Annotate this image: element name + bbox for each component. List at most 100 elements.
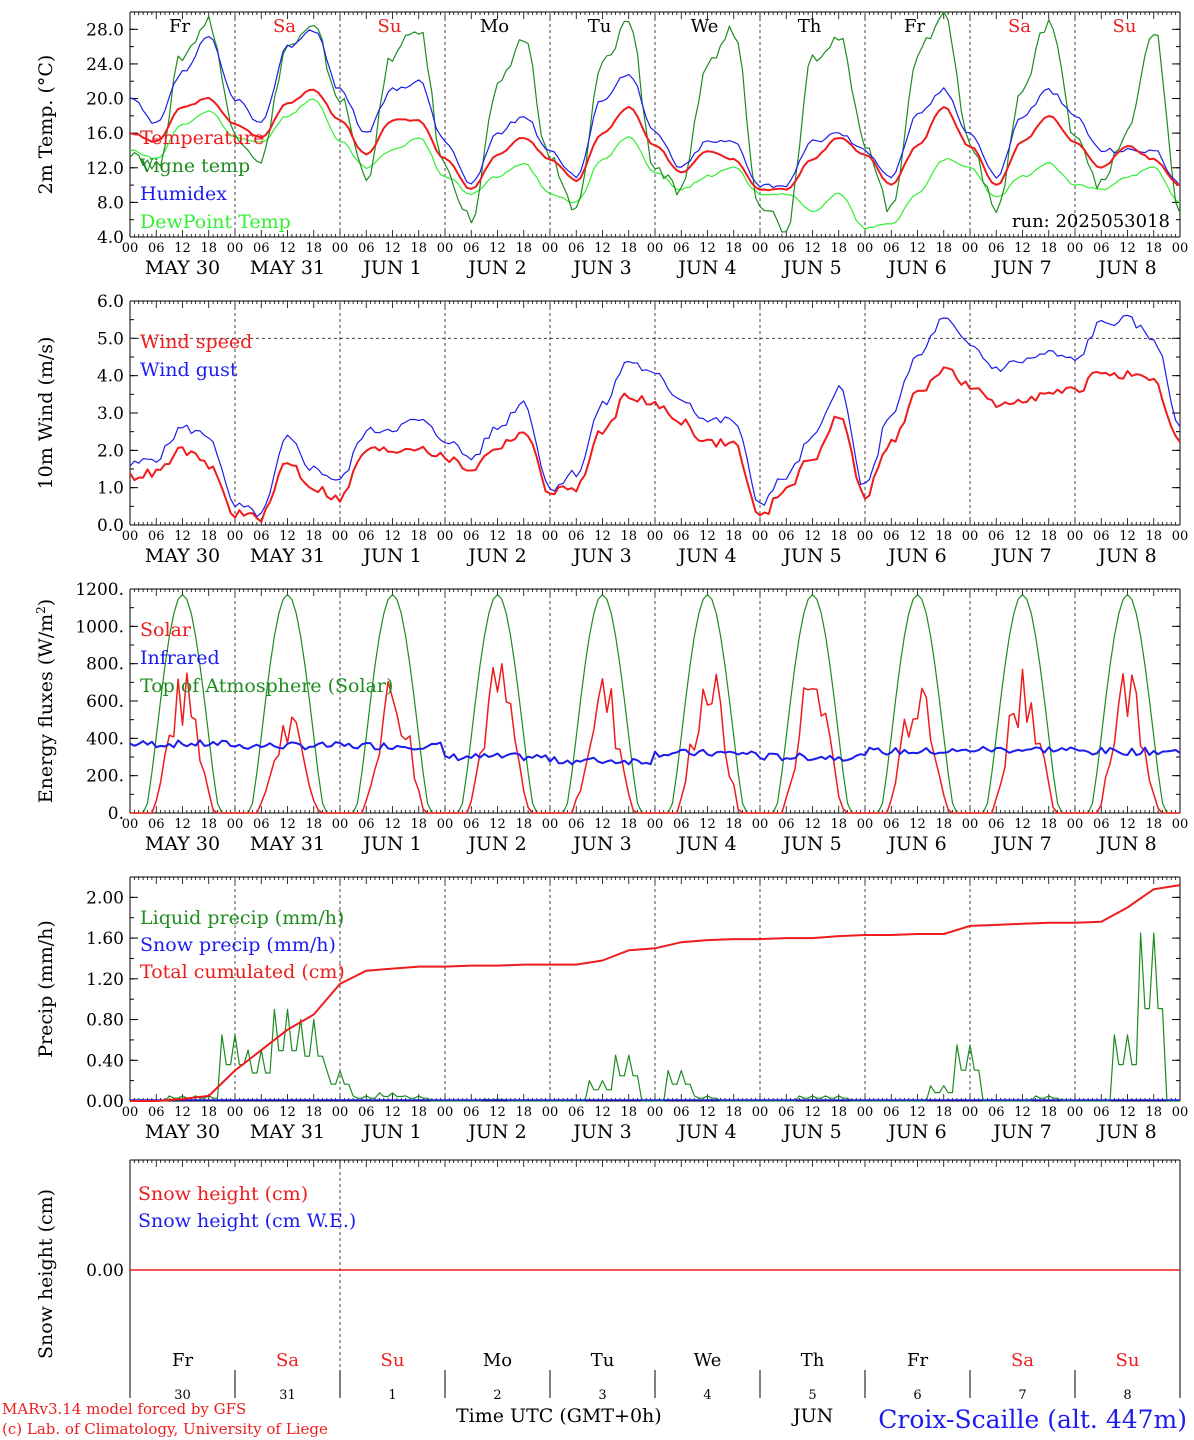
x-tick-label: 00: [542, 241, 559, 256]
date-label: JUN 7: [991, 833, 1051, 855]
x-tick-label: 12: [594, 241, 611, 256]
x-tick-label: 18: [515, 1105, 532, 1120]
x-tick-label: 00: [647, 529, 664, 544]
x-tick-label: 06: [568, 529, 585, 544]
y-tick-label: 2.00: [86, 888, 124, 908]
x-tick-label: 00: [1067, 241, 1084, 256]
chart-panel-1: 00 06 12 18 00 06 12 18 00 06 12 18 00 06 12 18 00 06 12 18…: [35, 11, 1188, 279]
date-label: JUN 5: [781, 257, 841, 279]
x-tick-label: 18: [305, 241, 322, 256]
y-tick-label: 20.0: [86, 90, 124, 110]
footer-model: MARv3.14 model forced by GFS: [2, 1400, 246, 1418]
day-number: 5: [808, 1388, 816, 1403]
x-tick-label: 06: [778, 817, 795, 832]
y-tick-label: 16.0: [86, 124, 124, 144]
x-tick-label: 12: [594, 817, 611, 832]
station-label: Croix-Scaille (alt. 447m): [878, 1405, 1187, 1434]
date-label: JUN 5: [781, 833, 841, 855]
x-tick-label: 18: [935, 1105, 952, 1120]
x-tick-label: 18: [1145, 241, 1162, 256]
y-tick-label: 0.00: [86, 1092, 124, 1112]
day-number: 7: [1018, 1388, 1026, 1403]
x-tick-label: 12: [1014, 529, 1031, 544]
date-label: JUN 1: [361, 833, 421, 855]
x-tick-label: 00: [542, 817, 559, 832]
day-label-top: We: [691, 16, 719, 37]
x-tick-label: 18: [935, 817, 952, 832]
x-tick-label: 06: [1093, 1105, 1110, 1120]
y-tick-label: 400.: [86, 729, 124, 749]
x-tick-label: 12: [594, 529, 611, 544]
y-tick-label: 5.0: [97, 329, 124, 349]
x-tick-label: 00: [1172, 529, 1189, 544]
day-number: 3: [598, 1388, 606, 1403]
x-tick-label: 18: [935, 241, 952, 256]
date-label: JUN 6: [886, 833, 946, 855]
x-tick-label: 18: [620, 241, 637, 256]
legend-vigne-temp: Vigne temp: [139, 155, 250, 177]
y-tick-label: 28.0: [86, 20, 124, 40]
day-label-top: Tu: [588, 16, 612, 37]
date-label: JUN 8: [1096, 1121, 1156, 1143]
day-label-bottom: Sa: [1011, 1350, 1034, 1371]
run-label: run: 2025053018: [1012, 211, 1170, 232]
x-tick-label: 00: [332, 817, 349, 832]
x-tick-label: 00: [122, 241, 139, 256]
x-tick-label: 06: [883, 1105, 900, 1120]
x-tick-label: 12: [699, 529, 716, 544]
x-tick-label: 18: [725, 241, 742, 256]
x-tick-label: 18: [410, 817, 427, 832]
x-tick-label: 12: [174, 241, 191, 256]
date-label: MAY 30: [145, 545, 220, 567]
y-axis-title: Snow height (cm): [35, 1189, 57, 1359]
x-tick-label: 18: [830, 1105, 847, 1120]
series-wind-gust: [129, 314, 1181, 518]
x-tick-label: 06: [463, 529, 480, 544]
x-tick-label: 12: [909, 817, 926, 832]
date-label: MAY 30: [145, 257, 220, 279]
x-tick-label: 18: [830, 817, 847, 832]
x-tick-label: 06: [673, 241, 690, 256]
x-tick-label: 12: [174, 529, 191, 544]
legend-snow-precip-mm-h: Snow precip (mm/h): [140, 934, 336, 956]
date-label: JUN 7: [991, 1121, 1051, 1143]
y-tick-label: 800.: [86, 655, 124, 675]
x-tick-label: 00: [227, 241, 244, 256]
x-tick-label: 06: [883, 241, 900, 256]
day-number: 1: [388, 1388, 396, 1403]
day-label-bottom: Su: [1116, 1350, 1140, 1371]
x-tick-label: 06: [673, 817, 690, 832]
x-tick-label: 06: [463, 817, 480, 832]
x-tick-label: 18: [410, 241, 427, 256]
x-tick-label: 18: [1040, 817, 1057, 832]
date-label: MAY 31: [250, 257, 325, 279]
day-label-bottom: Tu: [591, 1350, 615, 1371]
date-label: JUN 8: [1096, 545, 1156, 567]
x-tick-label: 12: [804, 1105, 821, 1120]
x-tick-label: 00: [227, 817, 244, 832]
x-tick-label: 00: [542, 1105, 559, 1120]
date-label: JUN 8: [1096, 257, 1156, 279]
x-tick-label: 00: [752, 529, 769, 544]
x-tick-label: 18: [515, 241, 532, 256]
x-tick-label: 00: [962, 817, 979, 832]
y-tick-label: 4.0: [97, 228, 124, 248]
day-label-bottom: Mo: [483, 1350, 512, 1371]
x-tick-label: 00: [332, 529, 349, 544]
date-label: JUN 5: [781, 545, 841, 567]
x-tick-label: 00: [1172, 1105, 1189, 1120]
x-tick-label: 06: [253, 529, 270, 544]
y-tick-label: 0.40: [86, 1051, 124, 1071]
x-tick-label: 18: [725, 817, 742, 832]
y-axis-title: 2m Temp. (°C): [35, 55, 57, 195]
x-tick-label: 06: [568, 1105, 585, 1120]
day-number: 8: [1123, 1388, 1131, 1403]
y-tick-label: 3.0: [97, 404, 124, 424]
legend-snow-height-cm: Snow height (cm): [138, 1183, 308, 1205]
x-tick-label: 00: [437, 529, 454, 544]
x-tick-label: 06: [568, 817, 585, 832]
date-label: JUN 4: [676, 545, 736, 567]
x-tick-label: 06: [673, 529, 690, 544]
x-tick-label: 18: [1040, 1105, 1057, 1120]
x-tick-label: 06: [1093, 529, 1110, 544]
